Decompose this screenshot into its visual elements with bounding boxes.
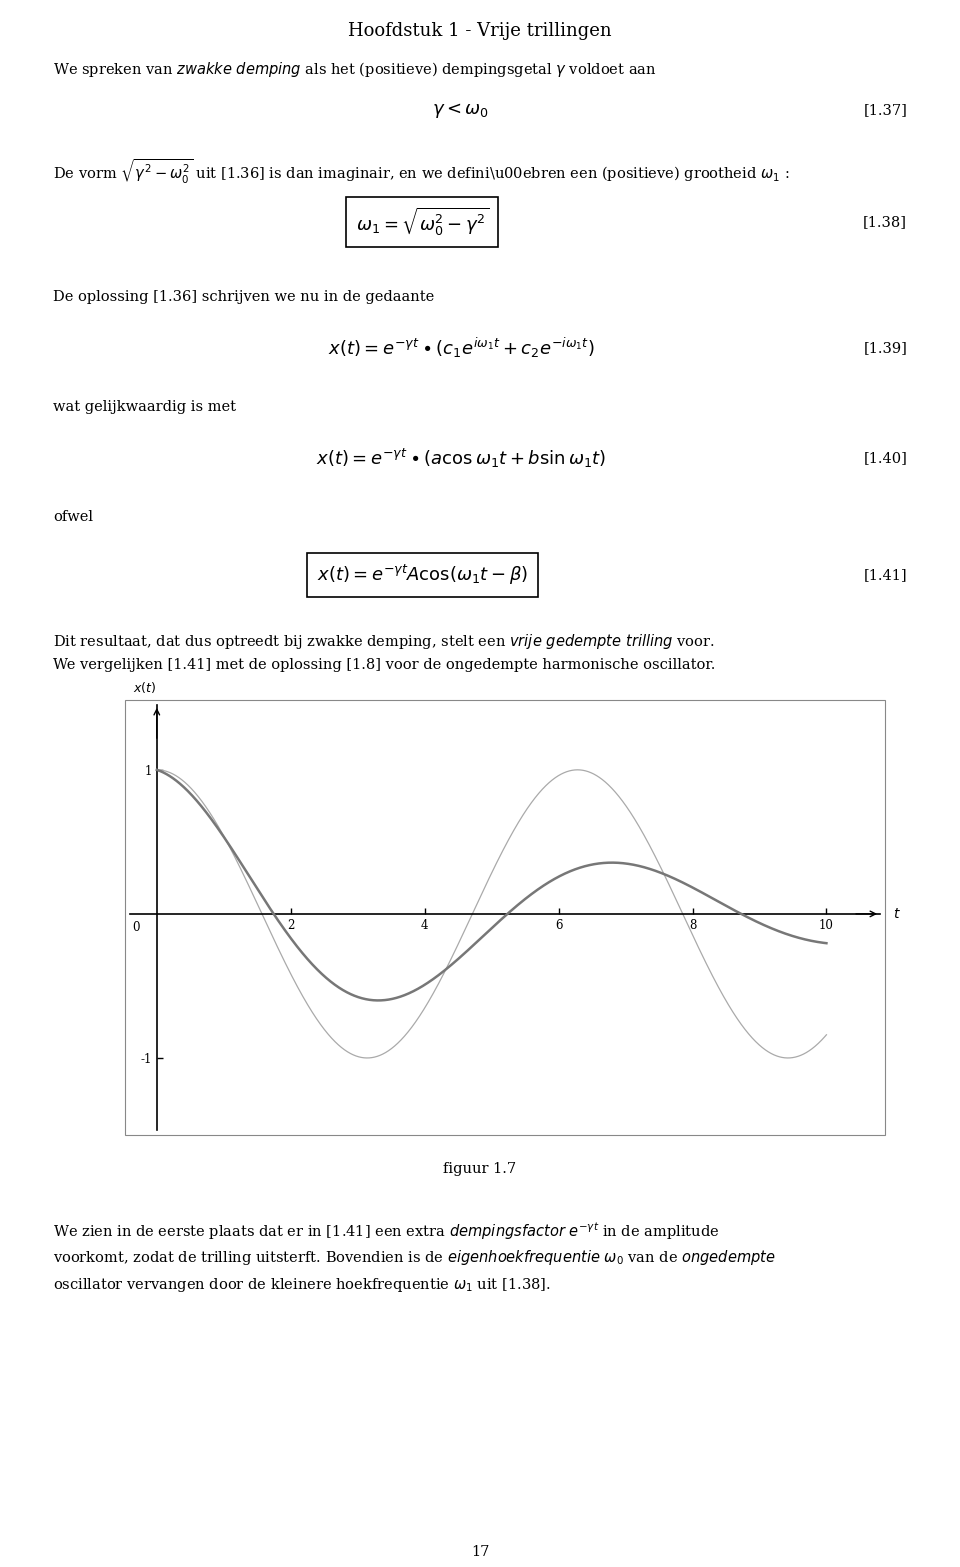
Text: We spreken van $\mathit{zwakke\ demping}$ als het (positieve) dempingsgetal $\ga: We spreken van $\mathit{zwakke\ demping}… [53, 60, 657, 78]
Text: Hoofdstuk 1 - Vrije trillingen: Hoofdstuk 1 - Vrije trillingen [348, 22, 612, 41]
Text: We zien in de eerste plaats dat er in [1.41] een extra $\mathit{dempingsfactor}$: We zien in de eerste plaats dat er in [1… [53, 1221, 719, 1241]
Text: $x(t)$: $x(t)$ [133, 680, 156, 694]
Text: figuur 1.7: figuur 1.7 [444, 1163, 516, 1175]
Text: $\gamma < \omega_0$: $\gamma < \omega_0$ [432, 100, 490, 119]
Text: We vergelijken [1.41] met de oplossing [1.8] voor de ongedempte harmonische osci: We vergelijken [1.41] met de oplossing [… [53, 658, 715, 672]
Text: oscillator vervangen door de kleinere hoekfrequentie $\omega_1$ uit [1.38].: oscillator vervangen door de kleinere ho… [53, 1276, 550, 1294]
Text: De oplossing [1.36] schrijven we nu in de gedaante: De oplossing [1.36] schrijven we nu in d… [53, 290, 434, 304]
Text: 0: 0 [132, 921, 140, 934]
Text: $x(t) = e^{-\gamma t} A\cos(\omega_1 t - \beta)$: $x(t) = e^{-\gamma t} A\cos(\omega_1 t -… [317, 563, 528, 588]
Text: 17: 17 [470, 1545, 490, 1559]
Text: [1.39]: [1.39] [863, 342, 907, 356]
Text: [1.41]: [1.41] [864, 567, 907, 581]
Text: $x(t) = e^{-\gamma t} \bullet (a \cos\omega_1 t + b \sin\omega_1 t)$: $x(t) = e^{-\gamma t} \bullet (a \cos\om… [316, 447, 606, 470]
Text: [1.38]: [1.38] [863, 215, 907, 229]
Text: $t$: $t$ [894, 907, 901, 921]
Text: De vorm $\sqrt{\gamma^2 - \omega_0^2}$ uit [1.36] is dan imaginair, en we defini: De vorm $\sqrt{\gamma^2 - \omega_0^2}$ u… [53, 158, 789, 186]
Text: $\omega_1 = \sqrt{\omega_0^2 - \gamma^2}$: $\omega_1 = \sqrt{\omega_0^2 - \gamma^2}… [355, 205, 490, 238]
Text: [1.40]: [1.40] [863, 451, 907, 465]
Text: $x(t) = e^{-\gamma t} \bullet (c_1 e^{i\omega_1 t} + c_2 e^{-i\omega_1 t})$: $x(t) = e^{-\gamma t} \bullet (c_1 e^{i\… [327, 335, 594, 360]
Text: wat gelijkwaardig is met: wat gelijkwaardig is met [53, 400, 236, 414]
Text: ofwel: ofwel [53, 509, 93, 523]
Text: Dit resultaat, dat dus optreedt bij zwakke demping, stelt een $\mathit{vrije\ ge: Dit resultaat, dat dus optreedt bij zwak… [53, 632, 714, 650]
Text: [1.37]: [1.37] [863, 103, 907, 118]
Text: voorkomt, zodat de trilling uitsterft. Bovendien is de $\mathit{eigenhoekfrequen: voorkomt, zodat de trilling uitsterft. B… [53, 1247, 776, 1268]
